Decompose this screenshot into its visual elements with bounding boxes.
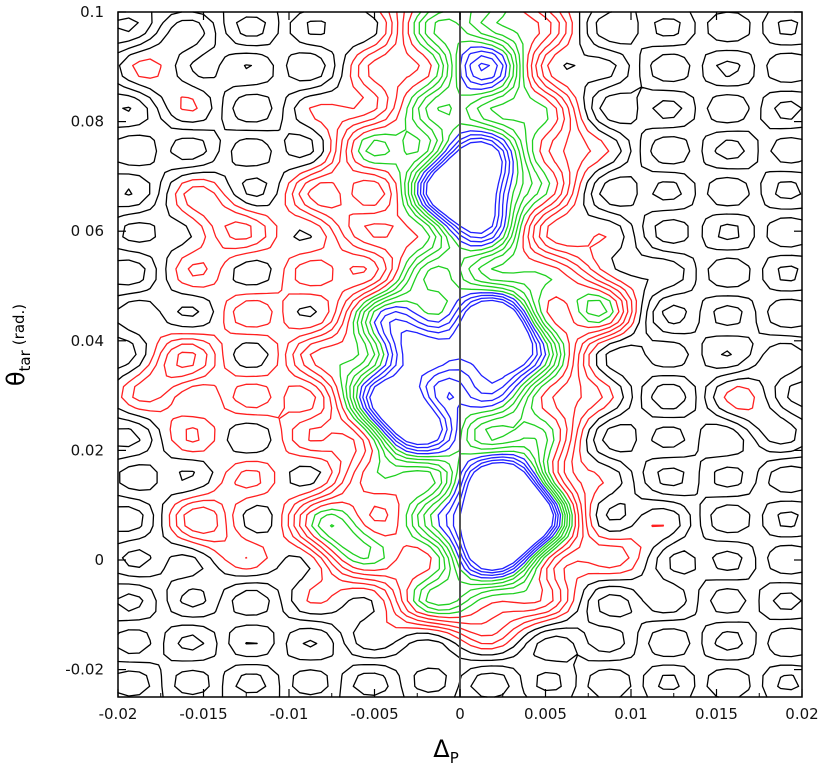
x-axis-title: ΔP (433, 735, 458, 767)
x-axis-title-main: Δ (433, 735, 450, 763)
y-tick-label: 0.04 (71, 332, 104, 350)
contour-mid (132, 11, 633, 645)
x-tick-label: -0.01 (270, 705, 309, 723)
y-tick-label: 0.1 (80, 3, 104, 21)
contour-high (329, 11, 569, 606)
x-tick-label: 0.01 (614, 705, 647, 723)
x-tick-label: 0.015 (695, 705, 738, 723)
contour-peak (365, 55, 557, 574)
contour-high (355, 40, 564, 582)
contour-low (117, 11, 803, 698)
contour-low (117, 11, 803, 696)
y-tick-label: 0.08 (71, 113, 104, 131)
y-tick-label: 0 (94, 551, 104, 569)
contour-mid (120, 11, 756, 650)
y-tick-label: 0.02 (71, 441, 104, 459)
contour-mid (176, 11, 625, 625)
contour-lines (117, 11, 803, 698)
x-tick-label: 0.005 (524, 705, 567, 723)
contour-low (117, 11, 797, 656)
x-axis-title-sub: P (450, 749, 459, 767)
contour-low (117, 11, 803, 698)
contour-mid (163, 11, 629, 637)
x-tick-label: 0.02 (785, 705, 818, 723)
y-tick-label: 0 06 (71, 222, 104, 240)
y-axis-title: θtar (rad.) (2, 304, 34, 386)
x-axis-ticks: -0.02 -0.015 -0.01 -0.005 0 0.005 0.01 0.015 0.0… (99, 12, 819, 723)
y-axis-title-unit: (rad.) (10, 304, 28, 345)
x-tick-label: -0.015 (179, 705, 227, 723)
y-axis-title-sub: tar (16, 349, 34, 371)
x-tick-label: -0.005 (350, 705, 398, 723)
x-tick-label: 0 (455, 705, 465, 723)
y-tick-label: -0.02 (65, 661, 104, 679)
contour-mid (304, 11, 620, 619)
contour-high (311, 11, 614, 615)
y-axis-ticks: -0.02 0 0.02 0.04 0 06 0.08 0.1 (65, 3, 802, 679)
x-tick-label: -0.02 (99, 705, 138, 723)
y-axis-title-main: θ (2, 371, 30, 386)
contour-high (317, 11, 608, 611)
contour-peak (359, 46, 562, 579)
